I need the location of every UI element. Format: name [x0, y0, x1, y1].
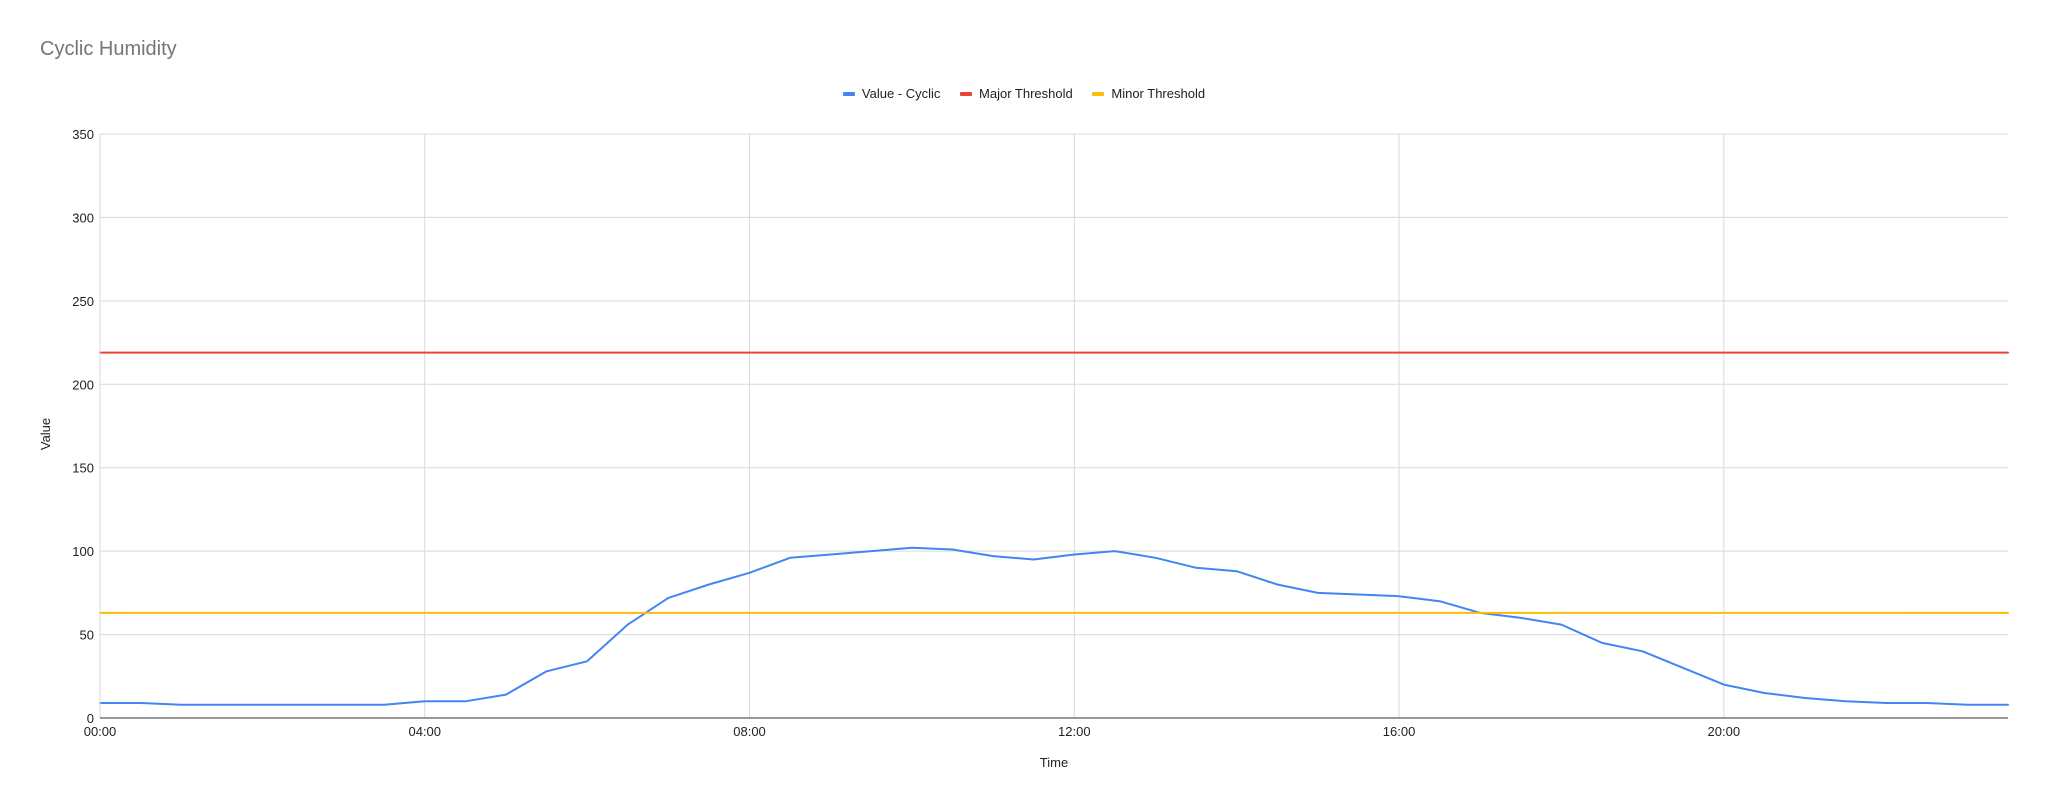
x-tick-label: 04:00	[408, 724, 441, 739]
legend-item-value-cyclic[interactable]: Value - Cyclic	[842, 86, 941, 101]
x-tick-label: 08:00	[733, 724, 766, 739]
x-tick-label: 12:00	[1058, 724, 1091, 739]
gridlines	[100, 133, 2008, 718]
legend-swatch-value-cyclic	[842, 91, 855, 96]
y-axis-title: Value	[38, 418, 53, 450]
y-tick-label: 100	[72, 544, 94, 559]
axes	[99, 134, 2008, 719]
y-tick-label: 350	[72, 127, 94, 142]
legend-swatch-major-threshold	[960, 91, 973, 96]
legend-swatch-minor-threshold	[1092, 91, 1105, 96]
x-tick-label: 20:00	[1708, 724, 1741, 739]
x-tick-label: 16:00	[1383, 724, 1416, 739]
chart-legend: Value - Cyclic Major Threshold Minor Thr…	[0, 86, 2048, 101]
legend-item-major-threshold[interactable]: Major Threshold	[960, 86, 1073, 101]
y-tick-label: 0	[87, 711, 94, 726]
legend-label-major-threshold: Major Threshold	[979, 86, 1073, 101]
series-lines	[99, 351, 2009, 706]
series-line-value-cyclic	[99, 546, 2009, 706]
chart-title: Cyclic Humidity	[40, 38, 177, 60]
y-tick-label: 300	[72, 210, 94, 225]
y-tick-label: 150	[72, 461, 94, 476]
tick-labels: 0 50 100 150 200 250 300 350 00:00 04:00 08:00 12:0…	[72, 127, 1740, 739]
legend-label-minor-threshold: Minor Threshold	[1111, 86, 1206, 101]
y-tick-label: 50	[80, 628, 94, 643]
legend-item-minor-threshold[interactable]: Minor Threshold	[1092, 86, 1205, 101]
legend-label-value-cyclic: Value - Cyclic	[861, 86, 941, 101]
x-tick-label: 00:00	[84, 724, 117, 739]
x-axis-title: Time	[1040, 755, 1068, 770]
y-tick-label: 250	[72, 294, 94, 309]
y-tick-label: 200	[72, 377, 94, 392]
